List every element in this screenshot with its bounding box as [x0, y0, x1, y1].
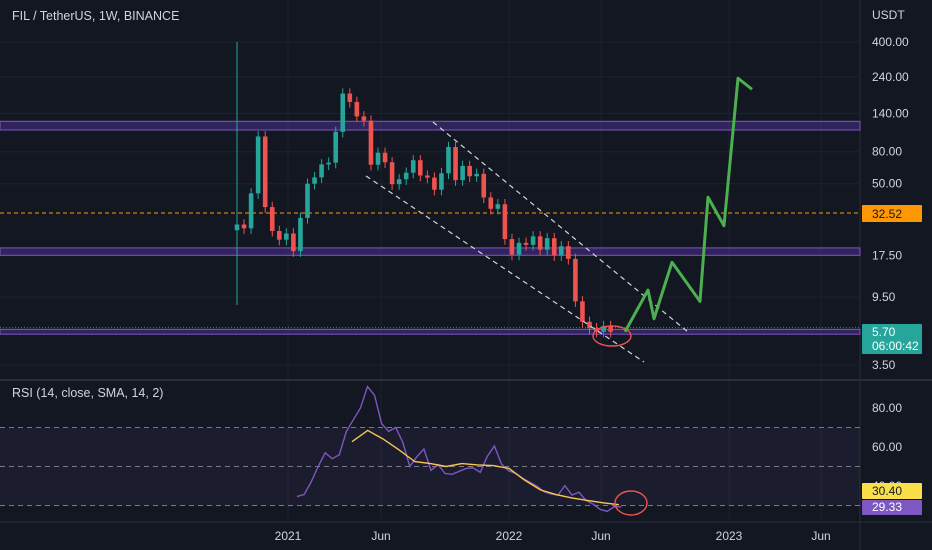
candle-body — [481, 174, 486, 198]
time-tick-label: 2022 — [496, 529, 523, 543]
time-tick-label: Jun — [811, 529, 830, 543]
candle-body — [510, 239, 515, 254]
candle-body — [474, 174, 479, 176]
candle-body — [538, 236, 543, 249]
candle-body — [305, 184, 310, 218]
price-tick-label: 240.00 — [872, 70, 909, 84]
projection-path — [625, 78, 752, 332]
candle-body — [256, 136, 261, 193]
candles — [235, 42, 613, 337]
candle-body — [467, 166, 472, 176]
candle-body — [263, 136, 268, 207]
chart-title: FIL / TetherUS, 1W, BINANCE — [12, 9, 179, 23]
candle-body — [580, 301, 585, 321]
time-tick-label: 2023 — [716, 529, 743, 543]
candle-body — [284, 233, 289, 239]
candle-body — [319, 164, 324, 177]
candle-body — [489, 197, 494, 208]
candle-body — [573, 259, 578, 301]
price-tick-label: 3.50 — [872, 358, 896, 372]
candle-body — [340, 94, 345, 132]
candle-body — [383, 153, 388, 163]
candle-body — [376, 153, 381, 165]
rsi-tick-label: 80.00 — [872, 401, 902, 415]
candle-body — [439, 173, 444, 189]
time-tick-label: Jun — [591, 529, 610, 543]
candle-body — [235, 224, 240, 230]
rsi-badge: 29.33 — [872, 500, 902, 514]
candle-body — [355, 102, 360, 116]
rsi-tick-label: 60.00 — [872, 440, 902, 454]
candle-body — [348, 94, 353, 102]
candle-body — [242, 224, 247, 228]
price-unit: USDT — [872, 8, 905, 22]
candle-body — [397, 179, 402, 184]
candle-body — [411, 160, 416, 172]
candle-body — [390, 162, 395, 184]
level-badge: 32.52 — [872, 207, 902, 221]
candle-body — [362, 116, 367, 120]
time-tick-label: 2021 — [275, 529, 302, 543]
candle-body — [425, 176, 430, 178]
candle-body — [524, 243, 529, 245]
candle-body — [517, 243, 522, 255]
candle-body — [496, 204, 501, 209]
last-price-badge: 5.70 — [872, 325, 896, 339]
price-tick-label: 50.00 — [872, 177, 902, 191]
price-zone — [0, 121, 860, 130]
time-tick-label: Jun — [371, 529, 390, 543]
countdown-badge: 06:00:42 — [872, 339, 919, 353]
candle-body — [552, 238, 557, 255]
candle-body — [460, 166, 465, 180]
candle-body — [326, 163, 331, 165]
candle-body — [566, 246, 571, 259]
candle-body — [333, 132, 338, 163]
price-tick-label: 80.00 — [872, 145, 902, 159]
rsi-pane — [0, 387, 860, 515]
price-tick-label: 400.00 — [872, 35, 909, 49]
candle-body — [298, 218, 303, 251]
rsi-title: RSI (14, close, SMA, 14, 2) — [12, 386, 163, 400]
price-tick-label: 140.00 — [872, 107, 909, 121]
candle-body — [277, 231, 282, 240]
price-tick-label: 9.50 — [872, 290, 896, 304]
candle-body — [404, 173, 409, 180]
candle-body — [291, 233, 296, 251]
candle-body — [559, 246, 564, 255]
candle-body — [270, 207, 275, 231]
candle-body — [503, 204, 508, 239]
candle-body — [608, 326, 613, 332]
candle-body — [432, 178, 437, 190]
price-zone — [0, 248, 860, 255]
candle-body — [312, 177, 317, 183]
candle-body — [531, 236, 536, 244]
candle-body — [418, 160, 423, 175]
candle-body — [446, 147, 451, 173]
rsi-sma-badge: 30.40 — [872, 484, 902, 498]
candle-body — [545, 238, 550, 250]
price-zone — [0, 329, 860, 334]
price-tick-label: 17.50 — [872, 248, 902, 262]
candle-body — [369, 121, 374, 165]
candle-body — [453, 147, 458, 180]
candle-body — [249, 193, 254, 228]
